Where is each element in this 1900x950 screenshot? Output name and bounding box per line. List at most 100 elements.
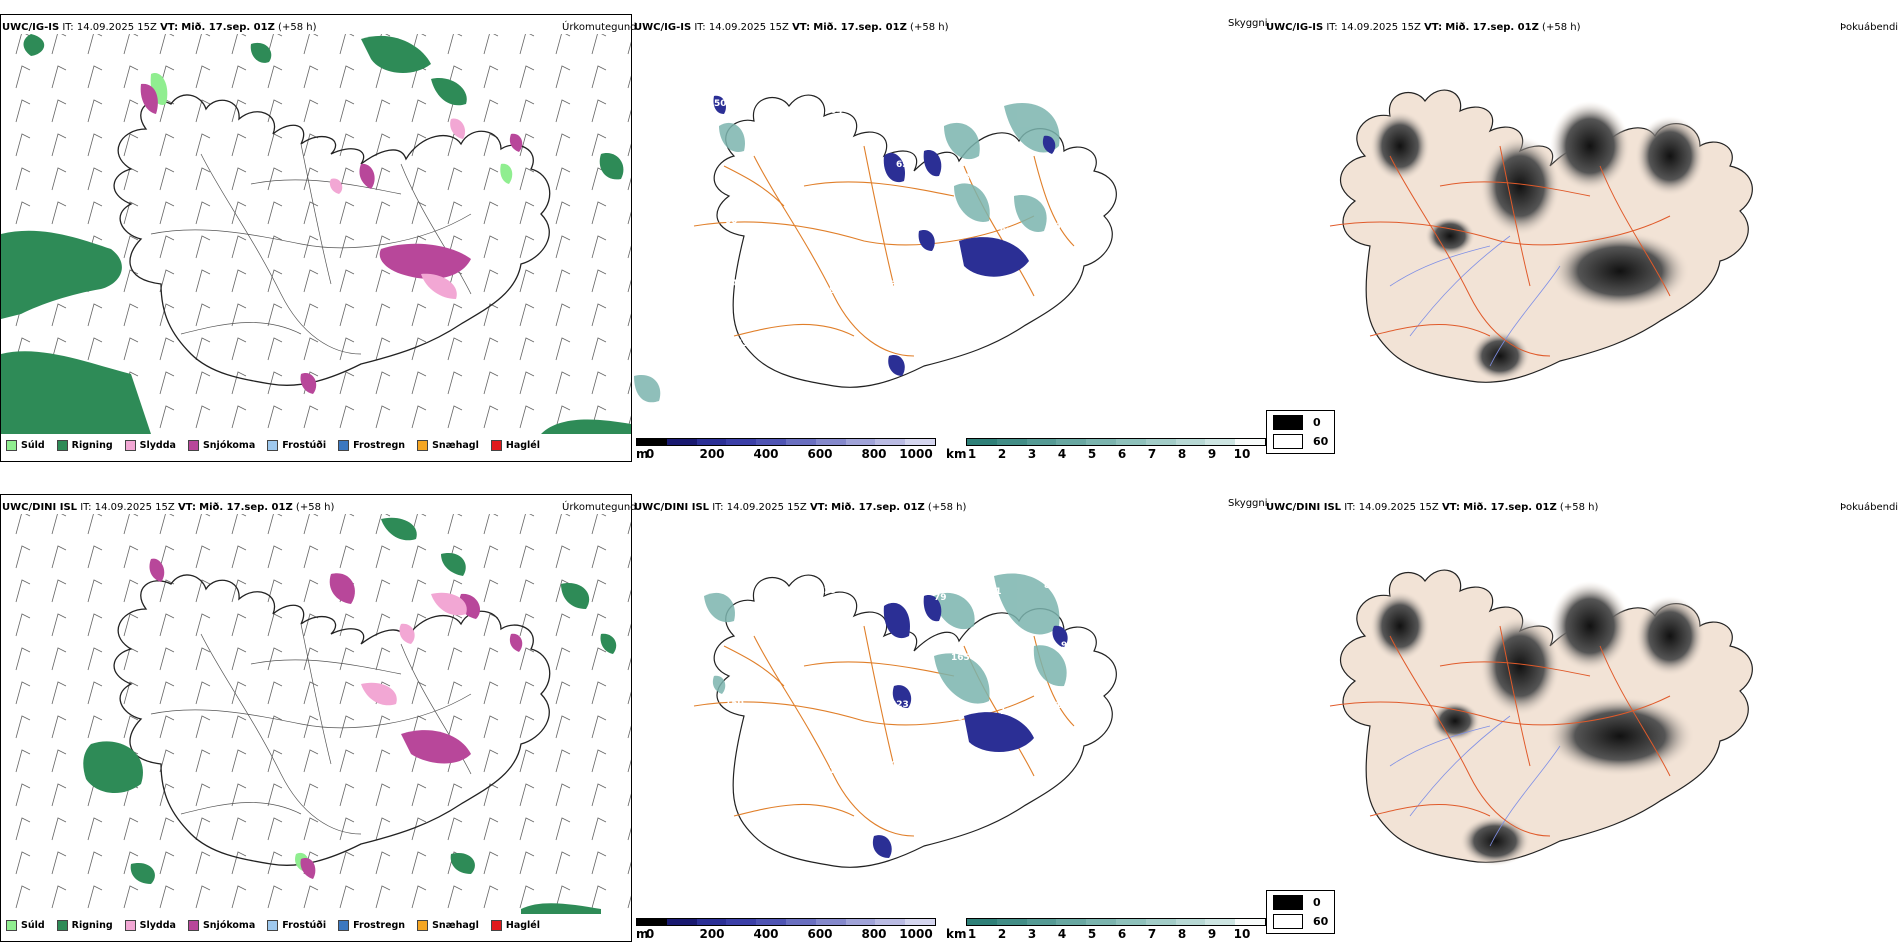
wind-barb xyxy=(267,201,283,225)
wind-barb xyxy=(627,143,631,157)
wind-barb xyxy=(411,201,427,225)
wind-barb xyxy=(411,817,427,841)
wind-barb xyxy=(339,715,355,739)
wind-barb xyxy=(15,647,31,671)
wind-barb xyxy=(195,783,211,807)
cloud-base-label: 55 xyxy=(736,339,749,349)
wind-barb xyxy=(375,579,391,603)
tick-label: 800 xyxy=(861,447,887,461)
cloud-base-label: 197 xyxy=(780,232,799,242)
cloud-base-label: 131 xyxy=(884,280,903,290)
ceiling-swatch xyxy=(905,919,935,925)
wind-barb xyxy=(159,133,175,157)
cloud-base-label: 53 xyxy=(1061,161,1074,171)
wind-barb xyxy=(267,34,283,55)
wind-barb xyxy=(375,851,391,875)
wind-barb xyxy=(87,681,103,705)
visibility-areas xyxy=(704,573,1067,704)
wind-barb xyxy=(627,245,631,259)
wind-barb xyxy=(303,201,319,225)
snow-areas xyxy=(140,83,523,394)
wind-barb xyxy=(51,681,67,705)
wind-barb xyxy=(627,211,631,225)
wind-barb xyxy=(555,647,571,671)
wind-barb xyxy=(339,885,355,909)
legend-swatch xyxy=(417,920,429,931)
legend-label: Rigning xyxy=(71,920,113,931)
wind-barb xyxy=(267,885,283,909)
wind-barb xyxy=(483,647,499,671)
cloud-base-label: 105 xyxy=(1044,101,1063,111)
wind-barb xyxy=(15,545,31,569)
wind-barb xyxy=(411,851,427,875)
wind-barb xyxy=(591,647,607,671)
wind-barb xyxy=(123,337,139,361)
wind-barb xyxy=(51,514,67,535)
init-time: IT: 14.09.2025 15Z xyxy=(62,22,157,33)
wind-barb xyxy=(159,851,175,875)
wind-barb xyxy=(123,235,139,259)
ceiling-swatch xyxy=(666,919,697,925)
wind-barb xyxy=(15,851,31,875)
fog-swatch xyxy=(1273,415,1303,430)
vis-swatch xyxy=(1086,439,1116,445)
wind-barb xyxy=(555,715,571,739)
wind-barb xyxy=(159,371,175,395)
cloud-base-label: 12 xyxy=(994,287,1007,297)
vis-swatch xyxy=(1086,919,1116,925)
wind-barb xyxy=(267,269,283,293)
legend-label: Frostúði xyxy=(282,440,327,451)
wind-barb xyxy=(267,303,283,327)
wind-barb xyxy=(627,691,631,705)
wind-barb xyxy=(51,337,67,361)
wind-barb xyxy=(159,545,175,569)
wind-barb xyxy=(375,167,391,191)
ceiling-swatch xyxy=(756,439,786,445)
wind-barb xyxy=(231,235,247,259)
wind-barb xyxy=(231,133,247,157)
cloud-map: 50 103 104 128 83 81 105 107 119 211 65 138 47 53 88 19… xyxy=(634,94,1117,403)
tick-label: 2 xyxy=(997,927,1007,941)
header-fog: UWC/IG-IS IT: 14.09.2025 15Z VT: Mið. 17… xyxy=(1266,22,1580,34)
fog-swatch xyxy=(1273,434,1303,449)
wind-barb xyxy=(555,65,571,89)
legend-label: Rigning xyxy=(71,440,113,451)
wind-barb xyxy=(519,817,535,841)
legend-label: Frostregn xyxy=(353,920,406,931)
legend-label: Frostregn xyxy=(353,440,406,451)
wind-barb xyxy=(15,715,31,739)
wind-barb xyxy=(591,34,607,55)
wind-barb xyxy=(15,99,31,123)
wind-barb xyxy=(267,65,283,89)
wind-barb xyxy=(231,681,247,705)
wind-barb xyxy=(159,647,175,671)
legend-swatch xyxy=(417,440,429,451)
wind-barb xyxy=(303,783,319,807)
valid-time: Mið. 17.sep. 01Z xyxy=(1445,22,1539,33)
legend-item-frostudi: Frostúði xyxy=(267,440,326,451)
wind-barb xyxy=(447,885,463,909)
wind-barb xyxy=(411,133,427,157)
vis-swatch xyxy=(996,439,1027,445)
fog-map xyxy=(1329,89,1753,383)
wind-barb xyxy=(339,783,355,807)
wind-barb xyxy=(519,371,535,395)
wind-barb xyxy=(519,613,535,637)
wind-barb xyxy=(195,235,211,259)
tick-label: 5 xyxy=(1087,447,1097,461)
wind-barb xyxy=(447,303,463,327)
wind-barb xyxy=(375,715,391,739)
legend-label: Súld xyxy=(21,920,45,931)
wind-barb xyxy=(375,269,391,293)
ceiling-swatch xyxy=(726,919,757,925)
ceiling-swatch xyxy=(815,919,846,925)
wind-barb xyxy=(627,623,631,637)
vis-swatch xyxy=(1145,439,1176,445)
init-time: IT: 14.09.2025 15Z xyxy=(80,502,175,513)
wind-barb xyxy=(195,749,211,773)
wind-barb xyxy=(51,34,67,55)
wind-barb xyxy=(87,885,103,909)
wind-barb xyxy=(267,167,283,191)
precip-map-frame xyxy=(0,494,632,942)
fog-swatch xyxy=(1273,914,1303,929)
